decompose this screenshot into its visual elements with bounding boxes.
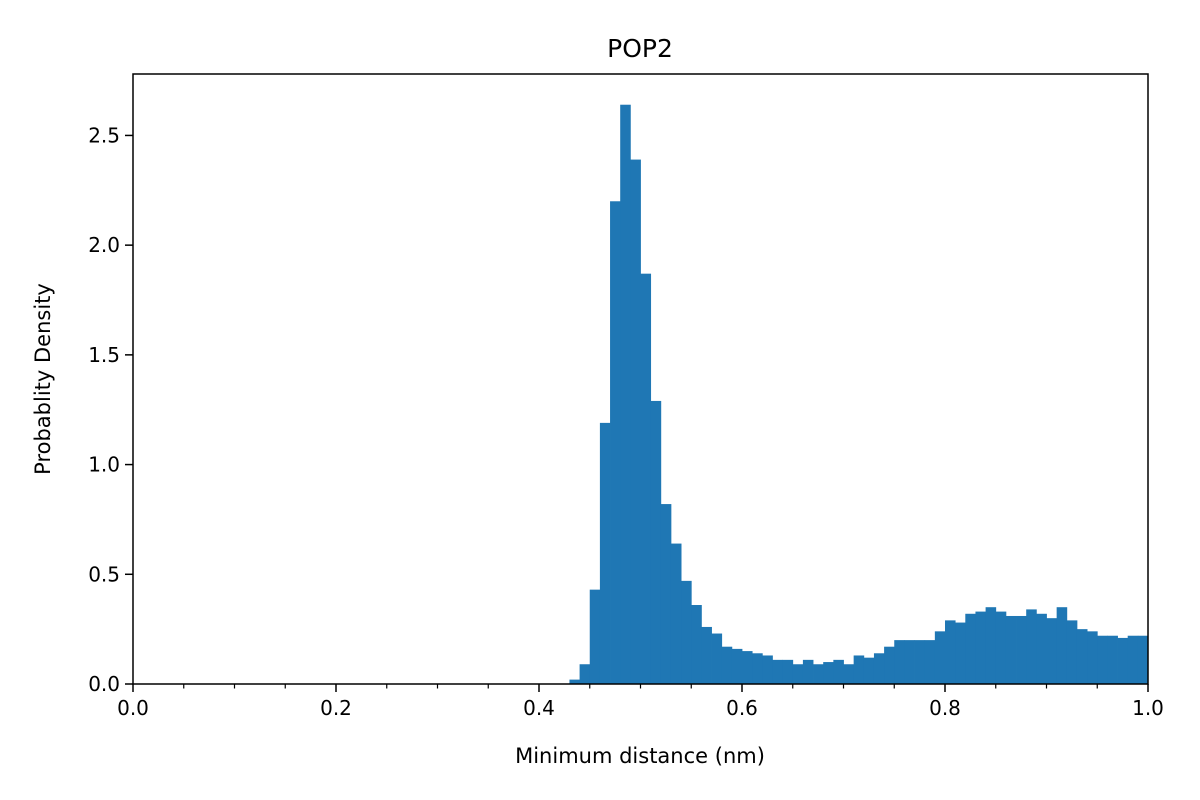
histogram-bar: [569, 679, 580, 684]
x-tick-label: 0.8: [929, 696, 961, 720]
y-tick-label: 1.0: [88, 453, 120, 477]
histogram-bar: [752, 653, 763, 684]
histogram-bar: [884, 646, 895, 684]
histogram-bar: [894, 640, 905, 684]
histogram-bar: [1026, 609, 1037, 684]
histogram-bar: [955, 622, 966, 684]
histogram-bar: [934, 631, 946, 684]
x-tick-label: 0.6: [726, 696, 758, 720]
histogram-bar: [742, 651, 753, 684]
histogram-bar: [985, 607, 997, 684]
histogram-bar: [650, 400, 662, 684]
histogram-bar: [1137, 635, 1149, 684]
histogram-bar: [1066, 620, 1078, 684]
histogram-bar: [1016, 615, 1027, 684]
histogram-bar: [1076, 629, 1088, 684]
histogram-bar: [914, 640, 926, 684]
x-tick-label: 0.0: [117, 696, 149, 720]
histogram-bar: [833, 659, 844, 684]
histogram-bar: [1107, 635, 1118, 684]
y-tick-label: 1.5: [88, 343, 120, 367]
histogram-bar: [823, 662, 834, 684]
histogram-bar: [843, 664, 855, 684]
histogram-bar: [589, 589, 601, 684]
histogram-bar: [711, 633, 723, 684]
histogram-bar: [1117, 637, 1129, 684]
histogram-bar: [945, 620, 956, 684]
x-tick-label: 0.4: [523, 696, 555, 720]
x-axis: 0.0 0.2 0.4 0.6 0.8 1.0: [117, 684, 1164, 720]
histogram-bar: [660, 504, 672, 684]
histogram-bar: [853, 655, 865, 684]
x-axis-label: Minimum distance (nm): [515, 744, 765, 768]
histogram-bar: [620, 104, 631, 685]
histogram-bar: [1127, 635, 1139, 684]
histogram-bar: [630, 159, 641, 684]
histogram-bar: [873, 653, 885, 684]
histogram-bar: [701, 626, 712, 684]
histogram-bar: [1056, 607, 1068, 684]
y-tick-label: 0.0: [88, 672, 120, 696]
histogram-bar: [813, 664, 824, 684]
histogram-bar: [681, 580, 692, 684]
y-tick-label: 0.5: [88, 562, 120, 586]
histogram-bar: [599, 422, 611, 684]
histogram-bar: [762, 655, 773, 684]
histogram-bar: [924, 640, 936, 684]
histogram-bar: [731, 648, 743, 684]
histogram-bar: [965, 613, 976, 684]
histogram-bar: [670, 543, 682, 684]
y-tick-label: 2.0: [88, 233, 120, 257]
histogram-bar: [1087, 631, 1098, 684]
histogram-bar: [640, 273, 652, 684]
histogram-bar: [579, 664, 591, 684]
histogram-bar: [1046, 618, 1058, 684]
histogram-bar: [782, 659, 794, 684]
chart-title: POP2: [607, 34, 673, 63]
histogram-bar: [1097, 635, 1108, 684]
histogram-bar: [863, 657, 875, 684]
x-tick-label: 1.0: [1132, 696, 1164, 720]
x-tick-label: 0.2: [320, 696, 352, 720]
y-axis: 0.0 0.5 1.0 1.5 2.0 2.5: [88, 123, 133, 696]
histogram-bar: [802, 659, 814, 684]
histogram-bar: [691, 605, 702, 684]
histogram-bar: [904, 640, 915, 684]
y-axis-label: Probablity Density: [31, 283, 55, 475]
histogram-bar: [610, 201, 621, 684]
histogram-bar: [792, 664, 804, 684]
y-tick-label: 2.5: [88, 123, 120, 147]
histogram-bar: [1036, 613, 1047, 684]
histogram-bar: [1005, 615, 1017, 684]
histogram-bars: [569, 104, 1149, 685]
histogram-bar: [995, 611, 1007, 684]
histogram-bar: [975, 611, 986, 684]
histogram-bar: [772, 659, 783, 684]
histogram-bar: [721, 646, 733, 684]
